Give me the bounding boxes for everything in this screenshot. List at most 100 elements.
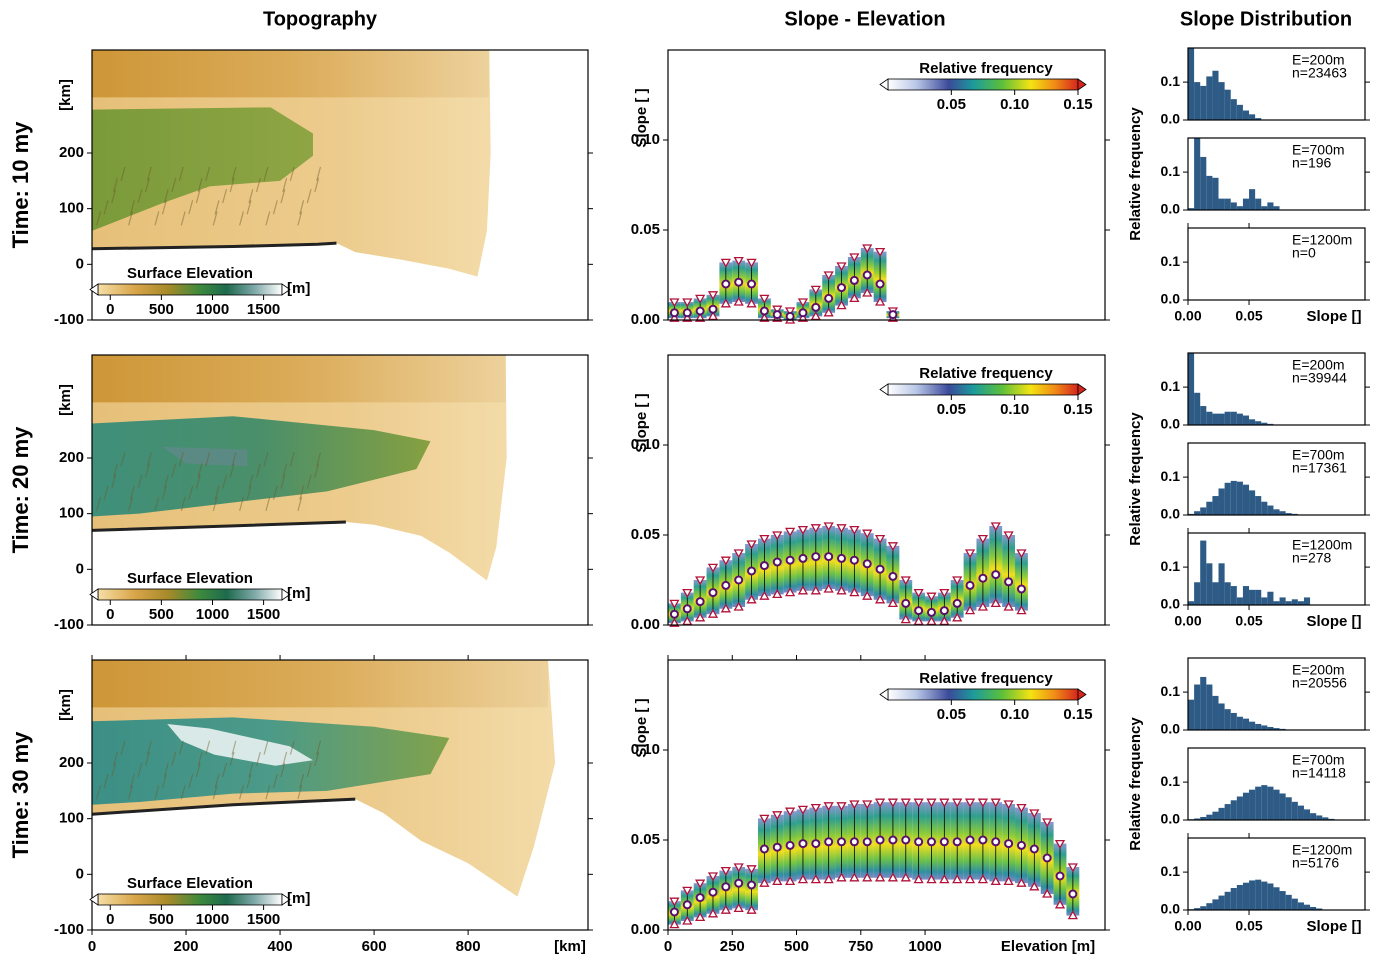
histogram-bar [1292, 802, 1298, 820]
histogram-bar [1261, 882, 1267, 910]
median-marker [1031, 846, 1038, 853]
median-marker [1018, 842, 1025, 849]
median-marker [954, 600, 961, 607]
histogram-bar [1286, 797, 1292, 820]
median-marker [838, 284, 845, 291]
colorbar-unit: [m] [287, 585, 310, 602]
median-marker [889, 573, 896, 580]
histogram-bar [1255, 880, 1261, 910]
median-marker [671, 611, 678, 618]
median-marker [825, 553, 832, 560]
median-marker [1044, 855, 1051, 862]
histogram-bar [1188, 48, 1194, 120]
median-marker [684, 901, 691, 908]
histogram-bar [1243, 883, 1249, 910]
histogram-bar [1206, 176, 1212, 210]
histogram-bar [1219, 488, 1225, 515]
x-tick-label: 600 [362, 938, 387, 955]
colorbar-unit: [m] [287, 280, 310, 297]
y-axis-label: Relative frequency [1127, 412, 1144, 546]
histogram-bar [1219, 808, 1225, 820]
median-marker [915, 838, 922, 845]
histogram-bar [1219, 82, 1225, 120]
y-tick-label: 100 [59, 810, 84, 827]
histogram-bar [1200, 541, 1206, 605]
histogram-bar [1237, 717, 1243, 730]
histogram-bar [1237, 885, 1243, 910]
x-tick-label: 0.05 [1235, 613, 1262, 629]
histogram-bar [1237, 414, 1243, 425]
histogram-bar [1255, 787, 1261, 820]
histogram-bar [1200, 677, 1206, 730]
median-marker [697, 308, 704, 315]
histogram-bar [1237, 597, 1243, 605]
median-marker [697, 598, 704, 605]
y-tick-label: 0.1 [1161, 863, 1181, 879]
histogram-bar [1225, 804, 1231, 820]
histogram-bar [1243, 485, 1249, 515]
median-marker [774, 844, 781, 851]
y-tick-label: 0.00 [631, 616, 660, 633]
histogram-bar [1194, 393, 1200, 425]
colorbar-tick-label: 500 [149, 911, 174, 928]
histogram-bar [1194, 138, 1200, 210]
colorbar [888, 689, 1078, 700]
colorbar-tick-label: 1000 [196, 301, 229, 318]
median-marker [709, 589, 716, 596]
annotation: n=5176 [1292, 855, 1339, 871]
plateau [92, 50, 489, 97]
median-marker [1005, 578, 1012, 585]
histogram-bar [1219, 199, 1225, 210]
histogram-bar [1212, 582, 1218, 605]
histogram-bar [1255, 199, 1261, 210]
histogram-bar [1225, 483, 1231, 515]
histogram-bar [1298, 902, 1304, 910]
histogram-bar [1255, 590, 1261, 605]
histogram-bar [1304, 809, 1310, 820]
histogram-bar [1206, 685, 1212, 730]
histogram-bar [1267, 787, 1273, 820]
median-marker [902, 600, 909, 607]
median-marker [864, 560, 871, 567]
histogram-bar [1249, 880, 1255, 910]
x-tick-label: 0.05 [1235, 308, 1262, 324]
median-marker [709, 889, 716, 896]
x-axis-label: Slope [] [1307, 918, 1362, 935]
y-tick-label: 0.0 [1161, 596, 1181, 612]
colorbar-arrow [880, 79, 888, 90]
colorbar-tick-label: 500 [149, 606, 174, 623]
median-marker [812, 553, 819, 560]
median-marker [864, 838, 871, 845]
histogram-bar [1243, 719, 1249, 730]
y-tick-label: 200 [59, 144, 84, 161]
histogram-bar [1243, 199, 1249, 210]
histogram-bar [1304, 905, 1310, 910]
median-marker [774, 311, 781, 318]
histogram-bar [1194, 685, 1200, 730]
x-tick-label: 800 [456, 938, 481, 955]
x-tick-label: 0 [88, 938, 96, 955]
histogram-bar [1255, 496, 1261, 515]
colorbar-tick-label: 1500 [247, 301, 280, 318]
x-tick-label: 0.05 [1235, 918, 1262, 934]
histogram-bar [1280, 597, 1286, 605]
y-tick-label: 0.05 [631, 221, 660, 238]
y-tick-label: 0.0 [1161, 416, 1181, 432]
median-marker [1069, 891, 1076, 898]
histogram-bar [1206, 76, 1212, 120]
colorbar [888, 384, 1078, 395]
histogram-bar [1231, 481, 1237, 515]
median-marker [787, 313, 794, 320]
colorbar [888, 79, 1078, 90]
histogram-bar [1206, 412, 1212, 425]
median-marker [722, 883, 729, 890]
median-marker [722, 582, 729, 589]
histogram-bar [1231, 888, 1237, 910]
y-tick-label: 0 [76, 865, 84, 882]
annotation: n=39944 [1292, 370, 1347, 386]
y-axis-label: [km] [57, 689, 74, 721]
x-tick-label: 250 [720, 938, 745, 955]
y-axis-label: Slope [ ] [633, 88, 650, 147]
histogram-bar [1292, 599, 1298, 605]
y-tick-label: 0.0 [1161, 111, 1181, 127]
